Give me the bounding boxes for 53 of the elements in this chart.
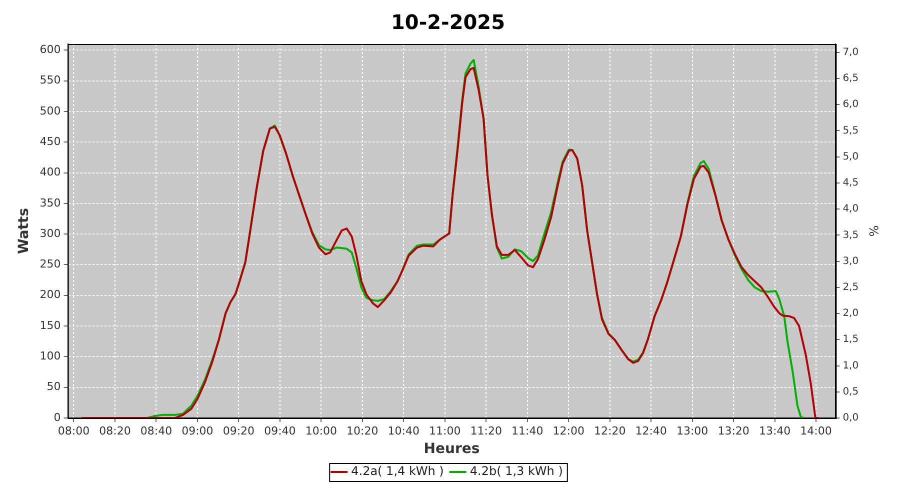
- y-tick-label: 450: [40, 134, 61, 148]
- y-tick-label: 400: [40, 166, 61, 179]
- y2-tick-label: 3,5: [842, 230, 859, 241]
- x-tick-label: 11:40: [512, 424, 544, 438]
- x-tick-label: 13:00: [676, 424, 708, 438]
- legend-label: 4.2b( 1,3 kWh ): [470, 464, 563, 478]
- chart-title: 10-2-2025: [390, 10, 506, 34]
- y2-tick-label: 6,5: [842, 73, 859, 84]
- y-tick-label: 200: [40, 288, 61, 302]
- x-tick-label: 08:20: [99, 424, 131, 438]
- x-tick-label: 10:40: [388, 424, 420, 438]
- x-tick-label: 09:00: [182, 424, 214, 438]
- y2-tick-label: 5,5: [842, 125, 859, 136]
- legend-label: 4.2a( 1,4 kWh ): [351, 464, 444, 478]
- y-tick-label: 250: [40, 258, 61, 271]
- x-tick-label: 08:00: [58, 424, 90, 438]
- y2-tick-label: 2,5: [842, 282, 859, 294]
- y-tick-label: 100: [40, 350, 61, 363]
- x-axis-title: Heures: [424, 441, 480, 458]
- y2-tick-label: 4,5: [842, 178, 859, 189]
- x-tick-label: 09:20: [222, 424, 255, 438]
- x-tick-label: 13:20: [718, 424, 750, 438]
- y2-tick-label: 7,0: [842, 46, 859, 58]
- x-tick-label: 11:20: [470, 424, 502, 438]
- y-tick-label: 0: [54, 410, 61, 424]
- y-tick-label: 150: [40, 318, 61, 332]
- y2-tick-label: 6,0: [842, 99, 859, 110]
- y-tick-label: 600: [40, 42, 61, 56]
- x-tick-label: 11:00: [429, 424, 461, 438]
- y2-tick-label: 5,0: [842, 151, 859, 162]
- y-tick-label: 350: [40, 196, 61, 210]
- y2-tick-label: 2,0: [842, 308, 859, 320]
- y2-tick-label: 3,0: [842, 256, 859, 267]
- x-tick-label: 12:20: [594, 424, 626, 438]
- y2-tick-label: 1,5: [842, 334, 859, 346]
- y-axis-title: Watts: [16, 208, 32, 254]
- x-tick-label: 12:40: [635, 424, 667, 438]
- x-tick-label: 10:20: [346, 424, 378, 438]
- y-tick-label: 300: [40, 226, 61, 240]
- x-tick-label: 09:40: [264, 424, 296, 438]
- x-tick-label: 10:00: [305, 424, 338, 438]
- y2-tick-label: 0,5: [842, 386, 859, 398]
- y2-axis-title: %: [866, 225, 881, 237]
- x-tick-label: 12:00: [552, 424, 584, 438]
- y2-tick-label: 1,0: [842, 360, 859, 372]
- x-tick-label: 13:40: [758, 424, 791, 438]
- y-tick-label: 550: [40, 74, 61, 87]
- x-tick-label: 08:40: [140, 424, 172, 438]
- x-tick-label: 14:00: [800, 424, 832, 438]
- y-tick-label: 50: [46, 380, 61, 394]
- y2-tick-label: 4,0: [842, 204, 859, 215]
- y-tick-label: 500: [40, 104, 61, 118]
- y2-tick-label: 0,0: [842, 412, 859, 424]
